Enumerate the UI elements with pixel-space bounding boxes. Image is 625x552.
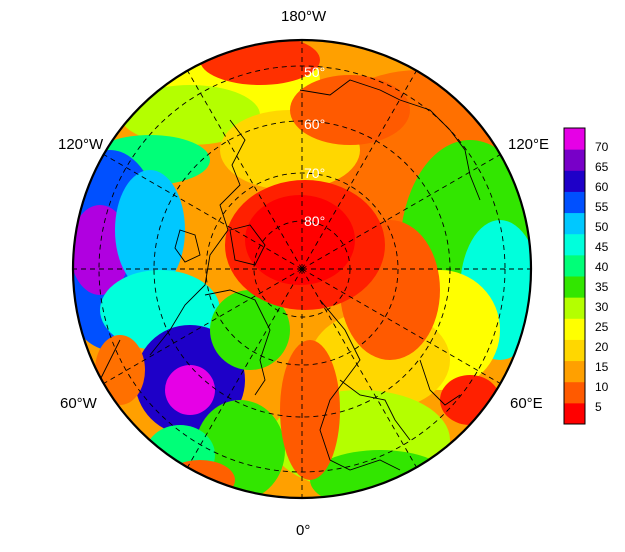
lon-label-60w: 60°W: [60, 395, 97, 412]
colorbar-tick-label: 35: [595, 280, 609, 294]
lon-label-120w: 120°W: [58, 136, 104, 153]
colorbar-segment: [564, 191, 585, 214]
colorbar-segment: [564, 297, 585, 319]
meridian-line: [103, 268, 303, 384]
meridian-line: [103, 154, 303, 270]
graticule: [73, 40, 531, 498]
meridian-line: [187, 268, 303, 468]
colorbar-segment: [564, 233, 585, 256]
lon-label-0: 0°: [296, 522, 311, 539]
colorbar-tick-label: 20: [595, 340, 609, 354]
lat-label-50: 50°: [304, 64, 325, 80]
lat-label-60: 60°: [304, 116, 325, 132]
colorbar-segment: [564, 360, 585, 383]
colorbar-tick-label: 45: [595, 240, 609, 254]
colorbar-segment: [564, 318, 585, 340]
colorbar-tick-label: 70: [595, 140, 609, 154]
lon-label-60e: 60°E: [510, 395, 543, 412]
colorbar-tick-label: 55: [595, 200, 609, 214]
colorbar-tick-label: 25: [595, 320, 609, 334]
colorbar-segment: [564, 170, 585, 192]
colorbar-tick-label: 5: [595, 400, 602, 414]
data-field: [73, 40, 531, 498]
colorbar-segment: [564, 212, 585, 235]
colorbar-frame: [563, 127, 586, 425]
colorbar-tick-label: 30: [595, 300, 609, 314]
colorbar-segment: [564, 381, 585, 404]
meridian-line: [301, 268, 501, 384]
colorbar: [564, 128, 585, 425]
colorbar-segment: [564, 254, 585, 277]
colorbar-tick-label: 10: [595, 380, 609, 394]
meridian-line: [301, 154, 501, 270]
colorbar-tick-label: 50: [595, 220, 609, 234]
map-frame: [71, 38, 533, 500]
lat-label-80: 80°: [304, 213, 325, 229]
lon-label-120e: 120°E: [508, 136, 550, 153]
lat-ring-70: [205, 172, 399, 366]
meridian-line: [301, 70, 417, 270]
colorbar-segment: [564, 149, 585, 171]
colorbar-segment: [564, 402, 585, 425]
colorbar-segment: [564, 339, 585, 362]
colorbar-tick-label: 15: [595, 360, 609, 374]
colorbar-tick-label: 60: [595, 180, 609, 194]
colorbar-segment: [564, 128, 585, 150]
colorbar-segment: [564, 276, 585, 298]
lat-label-70: 70°: [304, 165, 325, 181]
colorbar-tick-label: 40: [595, 260, 609, 274]
meridian-line: [187, 70, 303, 270]
lon-label-180w: 180°W: [281, 8, 327, 25]
colorbar-tick-label: 65: [595, 160, 609, 174]
meridian-line: [301, 268, 417, 468]
